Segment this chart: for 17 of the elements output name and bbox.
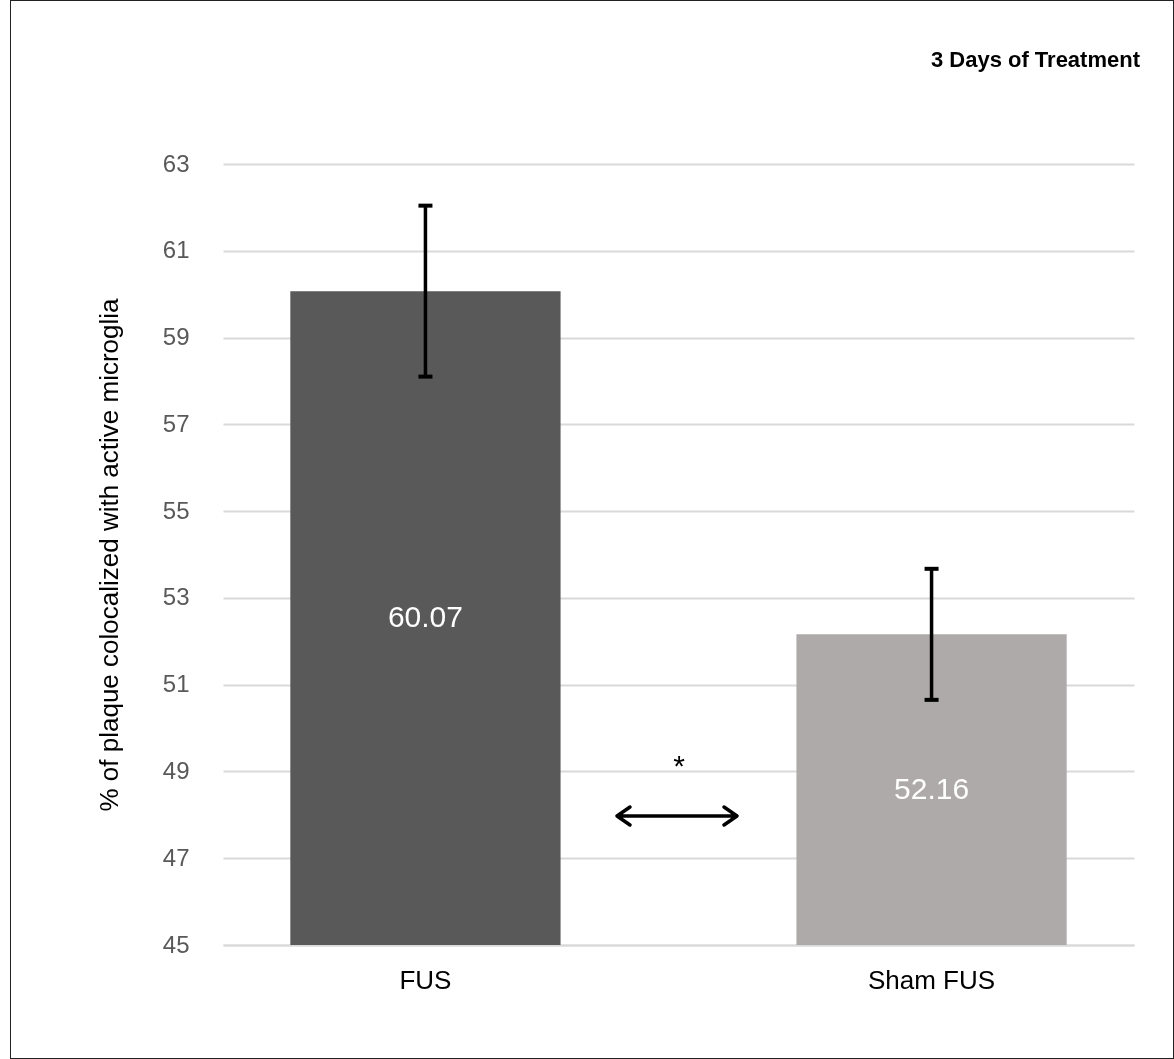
- data-label: 52.16: [894, 771, 970, 805]
- chart-title: 3 Days of Treatment: [930, 47, 1141, 72]
- y-axis-title: % of plaque colocalized with active microglia: [93, 297, 124, 812]
- y-tick-label: 55: [162, 496, 190, 524]
- x-tick-label: FUS: [399, 964, 452, 995]
- x-tick-label: Sham FUS: [867, 964, 996, 995]
- data-label: 60.07: [387, 600, 463, 634]
- y-tick-label: 61: [162, 236, 190, 264]
- y-tick-label: 51: [162, 670, 190, 698]
- y-tick-label: 49: [162, 756, 190, 784]
- y-tick-label: 45: [162, 930, 190, 958]
- y-tick-label: 59: [162, 323, 190, 351]
- y-tick-label: 47: [162, 843, 190, 871]
- y-tick-label: 63: [162, 149, 190, 177]
- y-tick-label: 57: [162, 409, 190, 437]
- y-tick-label: 53: [162, 583, 190, 611]
- annotation: *: [672, 749, 686, 783]
